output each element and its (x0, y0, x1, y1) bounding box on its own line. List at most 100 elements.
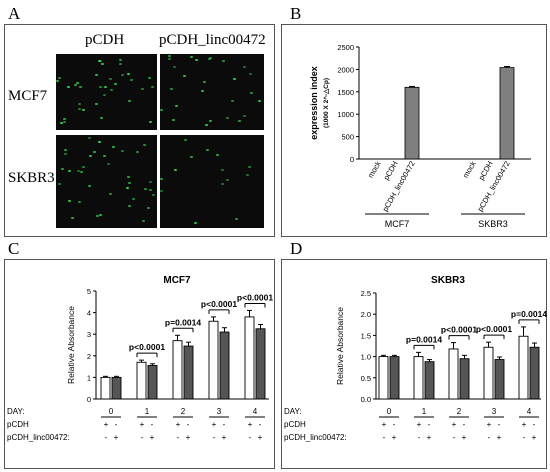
c-sign: + (248, 420, 253, 429)
cell-fluorescence-dot (184, 139, 187, 141)
cell-fluorescence-dot (63, 118, 66, 120)
c-row-label-linc: pCDH_linc00472: (7, 433, 70, 442)
cell-fluorescence-dot (203, 81, 206, 83)
cell-fluorescence-dot (82, 109, 85, 111)
cell-fluorescence-dot (152, 194, 155, 196)
d-p-value: p=0.0014 (511, 309, 547, 319)
b-bar-label: mock (461, 159, 478, 179)
c-sign: + (150, 433, 155, 442)
d-sign: - (393, 420, 396, 429)
c-sign: + (212, 420, 217, 429)
d-row-label-linc: pCDH_linc00472: (284, 433, 347, 442)
d-row-label-pcdh: pCDH (284, 420, 306, 429)
c-sign: - (249, 433, 252, 442)
d-p-value: p<0.0001 (441, 325, 477, 335)
c-sign: + (114, 433, 119, 442)
c-y-tick-label: 0 (87, 395, 91, 404)
cell-fluorescence-dot (190, 156, 193, 158)
micrograph-mcf7-pcdh (56, 54, 157, 130)
cell-fluorescence-dot (190, 56, 193, 58)
d-sign: + (417, 420, 422, 429)
d-sign: + (392, 433, 397, 442)
b-y-tick-label: 0 (350, 155, 354, 164)
d-sign: - (428, 420, 431, 429)
cell-fluorescence-dot (80, 171, 83, 173)
cell-fluorescence-dot (76, 82, 79, 84)
cell-fluorescence-dot (205, 124, 208, 126)
cell-fluorescence-dot (233, 78, 236, 80)
b-group-label: MCF7 (385, 219, 410, 229)
d-bar (494, 359, 505, 400)
d-day-value: 4 (527, 407, 532, 416)
c-bar (183, 345, 194, 400)
micrograph-skbr3-linc (160, 135, 264, 228)
c-sign: - (187, 420, 190, 429)
cell-fluorescence-dot (98, 141, 101, 143)
cell-fluorescence-dot (160, 190, 163, 192)
cell-fluorescence-dot (216, 154, 219, 156)
cell-fluorescence-dot (103, 94, 106, 96)
cell-fluorescence-dot (93, 151, 96, 153)
b-y-tick-label: 2500 (337, 43, 354, 52)
d-bar (529, 346, 540, 400)
cell-fluorescence-dot (100, 117, 103, 119)
b-bar (404, 86, 420, 160)
cell-fluorescence-dot (101, 63, 104, 65)
d-bar (389, 356, 400, 400)
cell-fluorescence-dot (78, 108, 81, 110)
c-bar (244, 316, 255, 400)
c-sign: + (176, 420, 181, 429)
cell-fluorescence-dot (201, 90, 204, 92)
d-sign: - (418, 433, 421, 442)
micrograph-skbr3-pcdh (56, 135, 157, 228)
cell-fluorescence-dot (112, 146, 115, 148)
cell-fluorescence-dot (235, 218, 238, 220)
cell-fluorescence-dot (63, 121, 66, 123)
d-sign: - (488, 433, 491, 442)
panel-a-row-header-mcf7: MCF7 (8, 88, 48, 104)
d-sign: + (382, 420, 387, 429)
c-sign: + (140, 420, 145, 429)
cell-fluorescence-dot (206, 149, 209, 151)
cell-fluorescence-dot (249, 73, 252, 75)
cell-fluorescence-dot (127, 176, 130, 178)
c-bar (100, 376, 111, 400)
cell-fluorescence-dot (107, 163, 110, 165)
cell-fluorescence-dot (64, 153, 67, 155)
c-sign: - (259, 420, 262, 429)
d-day-value: 1 (422, 407, 427, 416)
d-sign: + (487, 420, 492, 429)
cell-fluorescence-dot (78, 201, 81, 203)
panel-d-letter: D (290, 239, 303, 258)
panel-b-frame (281, 24, 547, 237)
cell-fluorescence-dot (222, 60, 225, 62)
cell-fluorescence-dot (250, 92, 253, 94)
cell-fluorescence-dot (183, 75, 186, 77)
cell-fluorescence-dot (168, 58, 171, 60)
panel-c-letter: C (8, 239, 20, 258)
cell-fluorescence-dot (89, 155, 92, 157)
cell-fluorescence-dot (60, 122, 63, 124)
panel-d-frame (281, 259, 547, 469)
cell-fluorescence-dot (58, 183, 61, 185)
d-y-tick-label: 2.5 (361, 289, 371, 298)
d-chart-title: SKBR3 (431, 275, 465, 286)
d-sign: + (522, 420, 527, 429)
d-bar (518, 335, 529, 400)
cell-fluorescence-dot (61, 168, 64, 170)
cell-fluorescence-dot (110, 89, 113, 91)
cell-fluorescence-dot (127, 73, 130, 75)
cell-fluorescence-dot (148, 77, 151, 79)
cell-fluorescence-dot (82, 166, 85, 168)
cell-fluorescence-dot (79, 86, 82, 88)
c-day-value: 0 (109, 407, 114, 416)
cell-fluorescence-dot (119, 63, 122, 65)
cell-fluorescence-dot (151, 86, 154, 88)
cell-fluorescence-dot (170, 88, 173, 90)
cell-fluorescence-dot (173, 66, 176, 68)
cell-fluorescence-dot (98, 60, 101, 62)
chart-b: 0 500 1000 1500 2000 2500 expression index (100… (309, 43, 531, 229)
cell-fluorescence-dot (126, 187, 129, 189)
c-p-value: p<0.0001 (129, 342, 165, 352)
c-sign: - (141, 433, 144, 442)
